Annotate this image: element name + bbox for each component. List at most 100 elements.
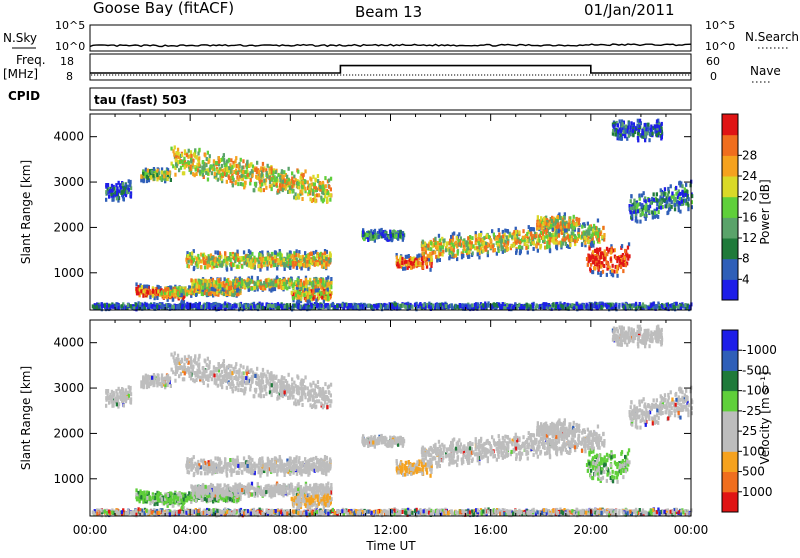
power-cell [522,236,524,240]
power-cell [324,296,326,300]
power-cell [212,302,214,306]
power-cell [557,305,559,309]
power-cell [178,304,180,308]
power-cell [316,304,318,308]
power-cell [230,281,232,285]
power-cell [584,232,586,236]
power-cell [237,164,239,168]
power-cell [374,229,376,233]
power-cell [220,305,222,309]
power-cell [439,258,441,262]
power-cell [178,168,180,172]
power-cell [330,253,332,257]
power-cell [529,305,531,309]
power-cell [260,282,262,286]
power-cell [336,304,338,308]
power-cell [228,176,230,180]
power-cell [515,230,517,234]
power-cell [111,189,113,193]
power-cell [226,279,228,283]
power-cell [399,234,401,238]
power-cell [184,165,186,169]
power-cell [629,304,631,308]
power-cell [362,230,364,234]
power-cell [230,158,232,162]
power-cell [410,261,412,265]
power-cell [506,245,508,249]
power-cell [181,305,183,309]
power-cell [317,280,319,284]
power-cell [401,304,403,308]
power-cell [143,285,145,289]
power-cell [271,177,273,181]
power-cell [242,170,244,174]
power-cell [542,231,544,235]
power-cell [224,301,226,305]
power-cell [224,251,226,255]
power-cell [504,229,506,233]
power-cell [108,195,110,199]
power-cell [120,186,122,190]
power-cell [232,176,234,180]
power-cell [587,231,589,235]
power-cell [304,187,306,191]
power-cell [291,171,293,175]
power-cell [370,305,372,309]
power-cell [183,171,185,175]
power-cell [436,259,438,263]
power-cell [247,258,249,262]
power-cell [592,228,594,232]
power-cell [169,292,171,296]
power-cell [591,234,593,238]
power-cell [491,229,493,233]
power-cell [539,234,541,238]
power-cell [549,233,551,237]
power-cell [531,236,533,240]
nave-tick-top: 60 [706,55,720,68]
power-cell [417,261,419,265]
power-cell [494,303,496,307]
power-cell [243,256,245,260]
power-cell [206,264,208,268]
power-cell [205,279,207,283]
power-cell [274,287,276,291]
power-cell [583,222,585,226]
power-cell [186,153,188,157]
power-cell [312,283,314,287]
power-cell [275,178,277,182]
power-cell [317,288,319,292]
power-cell [412,257,414,261]
freq-unit-label: [MHz] [3,67,38,81]
power-cell [127,303,129,307]
cpid-value: tau (fast) 503 [94,93,187,107]
power-cell [487,304,489,308]
power-cell [571,231,573,235]
power-cell [298,296,300,300]
power-cell [211,165,213,169]
power-cell [297,170,299,174]
power-cell [467,246,469,250]
power-cell [314,285,316,289]
power-cell [213,168,215,172]
power-cell [417,305,419,309]
power-cell [145,168,147,172]
power-cell [198,148,200,152]
power-cell [299,291,301,295]
power-cell [588,225,590,229]
power-cell [289,190,291,194]
power-cell [277,189,279,193]
power-cell [232,282,234,286]
power-cell [234,253,236,257]
power-cell [230,267,232,271]
power-cell [324,176,326,180]
power-cell [228,304,230,308]
power-cell [546,235,548,239]
power-cell [286,175,288,179]
power-cell [214,172,216,176]
power-cell [190,278,192,282]
power-cell [146,303,148,307]
power-cell [167,287,169,291]
power-cell [480,233,482,237]
power-cell [459,242,461,246]
power-cell [265,284,267,288]
